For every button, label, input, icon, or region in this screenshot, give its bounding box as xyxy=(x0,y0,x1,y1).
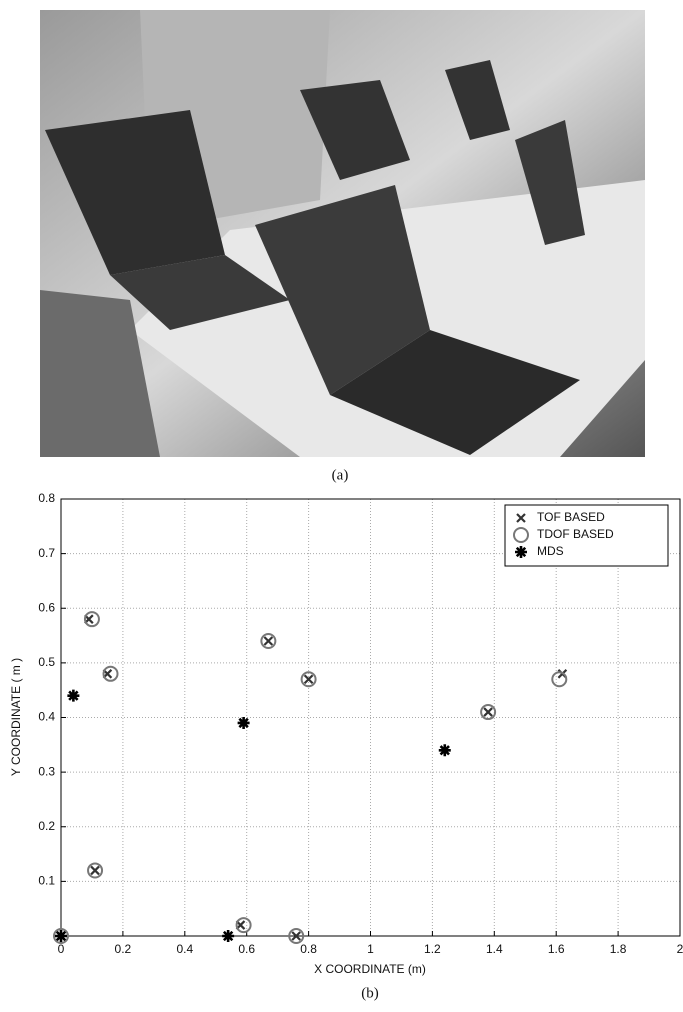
point xyxy=(263,636,274,646)
y-tick-label: 0.6 xyxy=(38,600,55,614)
point xyxy=(438,744,451,757)
caption: (a) xyxy=(332,467,349,483)
point xyxy=(83,611,100,628)
x-tick-label: 1.4 xyxy=(486,942,503,956)
point xyxy=(90,865,100,876)
point xyxy=(222,930,235,942)
legend-box xyxy=(504,504,669,567)
point xyxy=(237,716,250,729)
legend-marker xyxy=(516,513,526,523)
point xyxy=(303,674,314,685)
x-tick-label: 1.6 xyxy=(548,942,565,956)
y-tick-label: 0.1 xyxy=(38,874,55,888)
plot-frame xyxy=(60,498,681,937)
x-tick-label: 0 xyxy=(58,942,65,956)
x-axis-label: X COORDINATE (m) xyxy=(314,962,426,976)
point xyxy=(87,862,104,879)
point xyxy=(55,930,67,942)
x-tick-label: 0.2 xyxy=(115,942,132,956)
point xyxy=(235,917,252,934)
y-tick-label: 0.7 xyxy=(38,546,55,560)
x-tick-label: 0.4 xyxy=(176,942,193,956)
x-tick-label: 0.8 xyxy=(300,942,317,956)
point xyxy=(53,928,69,944)
y-tick-label: 0.3 xyxy=(38,764,55,778)
x-tick-label: 2 xyxy=(677,942,683,956)
legend-marker xyxy=(515,546,527,558)
point xyxy=(300,671,317,688)
legend-label: TOF BASED xyxy=(537,510,605,524)
y-tick-label: 0.5 xyxy=(38,655,55,669)
y-tick-label: 0.4 xyxy=(38,710,55,724)
y-axis-label: Y COORDINATE ( m ) xyxy=(9,658,23,776)
x-tick-label: 1 xyxy=(367,942,374,956)
x-tick-label: 1.8 xyxy=(610,942,627,956)
x-tick-label: 0.6 xyxy=(238,942,255,956)
point xyxy=(260,633,277,650)
y-tick-label: 0.2 xyxy=(38,819,55,833)
legend-marker xyxy=(513,527,529,543)
point xyxy=(67,689,80,702)
y-tick-label: 0.8 xyxy=(38,491,55,505)
point xyxy=(291,931,301,941)
caption: (b) xyxy=(361,985,379,1001)
photo xyxy=(40,10,645,457)
point xyxy=(102,665,119,682)
point xyxy=(483,707,493,717)
legend-label: TDOF BASED xyxy=(537,527,614,541)
x-tick-label: 1.2 xyxy=(424,942,441,956)
legend-label: MDS xyxy=(537,544,564,558)
point xyxy=(551,671,568,688)
point xyxy=(288,928,305,944)
point xyxy=(480,704,497,721)
